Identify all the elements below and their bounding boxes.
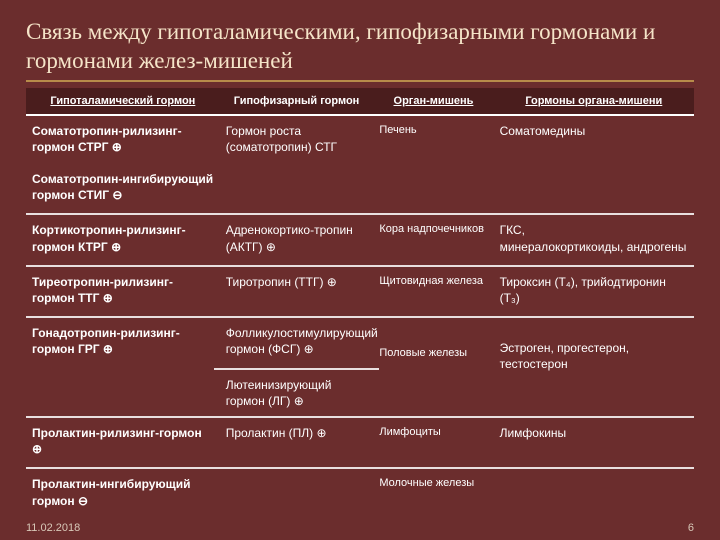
cell: Тиреотропин-рилизинг-гормон ТТГ ⊕: [26, 266, 220, 317]
cell: Лимфокины: [494, 417, 694, 468]
cell: Тиротропин (ТТГ) ⊕: [220, 266, 374, 317]
cell: Соматомедины: [494, 115, 694, 215]
table-row: Пролактин-ингибирующий гормон ⊖ Молочные…: [26, 468, 694, 518]
table-row: Кортикотропин-рилизинг-гормон КТРГ ⊕ Адр…: [26, 214, 694, 265]
hormone-table: Гипоталамический гормон Гипофизарный гор…: [26, 88, 694, 519]
table-row: Гонадотропин-рилизинг-гормон ГРГ ⊕ Фолли…: [26, 317, 694, 417]
cell: [220, 468, 374, 518]
cell: Кора надпочечников: [373, 214, 493, 265]
table-row: Тиреотропин-рилизинг-гормон ТТГ ⊕ Тиротр…: [26, 266, 694, 317]
cell: Пролактин-рилизинг-гормон ⊕: [26, 417, 220, 468]
cell: Тироксин (Т₄), трийодтиронин (Т₃): [494, 266, 694, 317]
cell: Печень: [373, 115, 493, 215]
col-header-1: Гипоталамический гормон: [26, 88, 220, 115]
footer-page: 6: [688, 522, 694, 534]
cell: Эстроген, прогестерон, тестостерон: [494, 317, 694, 417]
col-header-3: Орган-мишень: [373, 88, 493, 115]
cell: Фолликулостимулирующий гормон (ФСГ) ⊕ Лю…: [220, 317, 374, 417]
table-row: Соматотропин-рилизинг-гормон СТРГ ⊕ Сома…: [26, 115, 694, 215]
cell: Кортикотропин-рилизинг-гормон КТРГ ⊕: [26, 214, 220, 265]
cell: Адренокортико-тропин (АКТГ) ⊕: [220, 214, 374, 265]
cell: Молочные железы: [373, 468, 493, 518]
col-header-2: Гипофизарный гормон: [220, 88, 374, 115]
cell: Половые железы: [373, 317, 493, 417]
cell: Гормон роста (соматотропин) СТГ: [220, 115, 374, 215]
cell: ГКС, минералокортикоиды, андрогены: [494, 214, 694, 265]
header-row: Гипоталамический гормон Гипофизарный гор…: [26, 88, 694, 115]
cell: Гонадотропин-рилизинг-гормон ГРГ ⊕: [26, 317, 220, 417]
cell: Соматотропин-рилизинг-гормон СТРГ ⊕ Сома…: [26, 115, 220, 215]
footer-date: 11.02.2018: [26, 522, 80, 534]
footer: 11.02.2018 6: [26, 522, 694, 534]
cell: Щитовидная железа: [373, 266, 493, 317]
cell: Лимфоциты: [373, 417, 493, 468]
cell: Пролактин (ПЛ) ⊕: [220, 417, 374, 468]
slide-title: Связь между гипоталамическими, гипофизар…: [26, 18, 694, 76]
col-header-4: Гормоны органа-мишени: [494, 88, 694, 115]
cell: Пролактин-ингибирующий гормон ⊖: [26, 468, 220, 518]
cell: [494, 468, 694, 518]
title-underline: [26, 80, 694, 82]
table-row: Пролактин-рилизинг-гормон ⊕ Пролактин (П…: [26, 417, 694, 468]
